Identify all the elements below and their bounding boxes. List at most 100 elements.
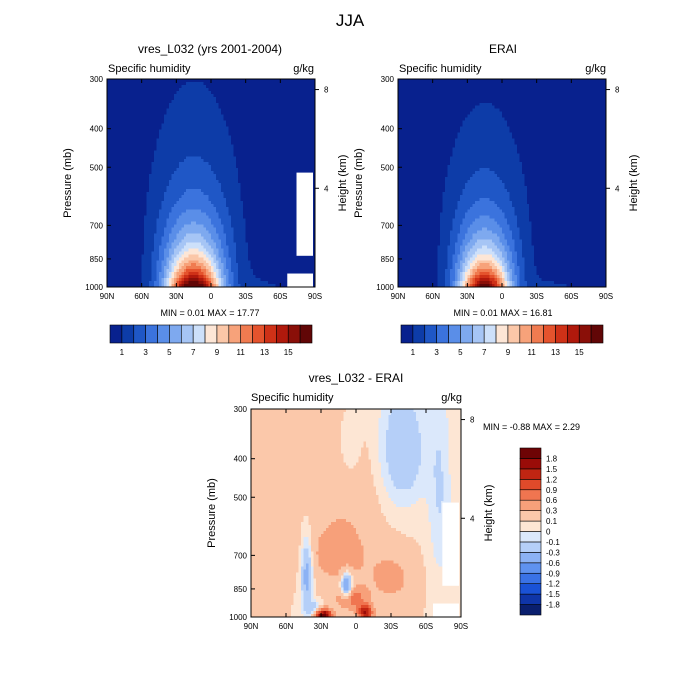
contour-cell: [149, 150, 152, 153]
contour-cell: [256, 236, 259, 239]
contour-cell: [114, 254, 117, 257]
contour-cell: [124, 213, 127, 216]
contour-cell: [258, 97, 261, 100]
contour-cell: [179, 222, 182, 225]
contour-cell: [161, 144, 164, 147]
contour-cell: [221, 225, 224, 228]
contour-cell: [204, 245, 207, 248]
contour-cell: [122, 103, 125, 106]
contour-cell: [189, 103, 192, 106]
contour-cell: [246, 248, 249, 251]
contour-cell: [137, 94, 140, 97]
contour-cell: [117, 228, 120, 231]
contour-cell: [127, 180, 130, 183]
contour-cell: [256, 144, 259, 147]
contour-cell: [196, 162, 199, 165]
contour-cell: [213, 165, 216, 168]
contour-cell: [270, 222, 273, 225]
contour-cell: [119, 204, 122, 207]
contour-cell: [164, 201, 167, 204]
contour-cell: [134, 115, 137, 118]
contour-cell: [278, 177, 281, 180]
contour-cell: [134, 198, 137, 201]
contour-cell: [169, 168, 172, 171]
contour-cell: [124, 180, 127, 183]
contour-cell: [258, 112, 261, 115]
contour-cell: [149, 251, 152, 254]
contour-cell: [201, 189, 204, 192]
contour-cell: [265, 132, 268, 135]
contour-cell: [298, 130, 301, 133]
contour-cell: [134, 168, 137, 171]
contour-cell: [253, 100, 256, 103]
contour-cell: [298, 138, 301, 141]
contour-cell: [223, 118, 226, 121]
contour-cell: [238, 153, 241, 156]
contour-cell: [132, 165, 135, 168]
contour-cell: [213, 168, 216, 171]
contour-cell: [221, 183, 224, 186]
contour-cell: [213, 201, 216, 204]
contour-cell: [112, 106, 115, 109]
contour-cell: [251, 85, 254, 88]
contour-cell: [265, 109, 268, 112]
contour-cell: [112, 115, 115, 118]
contour-cell: [174, 130, 177, 133]
contour-cell: [161, 242, 164, 245]
contour-cell: [189, 162, 192, 165]
contour-cell: [280, 213, 283, 216]
contour-cell: [137, 236, 140, 239]
contour-cell: [223, 88, 226, 91]
contour-cell: [161, 162, 164, 165]
contour-cell: [124, 91, 127, 94]
contour-cell: [251, 103, 254, 106]
contour-cell: [119, 165, 122, 168]
contour-cell: [283, 234, 286, 237]
contour-cell: [216, 159, 219, 162]
contour-cell: [191, 207, 194, 210]
contour-cell: [280, 186, 283, 189]
contour-cell: [278, 100, 281, 103]
contour-cell: [119, 130, 122, 133]
contour-cell: [265, 189, 268, 192]
contour-cell: [174, 225, 177, 228]
contour-cell: [231, 248, 234, 251]
contour-cell: [184, 174, 187, 177]
contour-cell: [275, 228, 278, 231]
contour-cell: [213, 225, 216, 228]
contour-cell: [144, 130, 147, 133]
contour-cell: [280, 112, 283, 115]
contour-cell: [283, 138, 286, 141]
contour-cell: [194, 141, 197, 144]
contour-cell: [218, 144, 221, 147]
contour-cell: [119, 207, 122, 210]
contour-cell: [211, 91, 214, 94]
contour-cell: [263, 239, 266, 242]
contour-cell: [256, 242, 259, 245]
contour-cell: [275, 97, 278, 100]
contour-cell: [129, 198, 132, 201]
contour-cell: [189, 225, 192, 228]
contour-cell: [288, 159, 291, 162]
contour-cell: [283, 82, 286, 85]
contour-cell: [117, 138, 120, 141]
contour-cell: [166, 174, 169, 177]
contour-cell: [134, 234, 137, 237]
contour-cell: [201, 103, 204, 106]
contour-cell: [122, 183, 125, 186]
contour-cell: [179, 177, 182, 180]
contour-cell: [228, 225, 231, 228]
contour-cell: [290, 127, 293, 130]
contour-cell: [216, 234, 219, 237]
contour-cell: [275, 156, 278, 159]
contour-cell: [129, 162, 132, 165]
contour-cell: [278, 186, 281, 189]
contour-cell: [270, 162, 273, 165]
contour-cell: [129, 251, 132, 254]
contour-cell: [238, 192, 241, 195]
contour-cell: [256, 118, 259, 121]
contour-cell: [285, 147, 288, 150]
contour-cell: [218, 135, 221, 138]
contour-cell: [263, 174, 266, 177]
contour-cell: [112, 254, 115, 257]
